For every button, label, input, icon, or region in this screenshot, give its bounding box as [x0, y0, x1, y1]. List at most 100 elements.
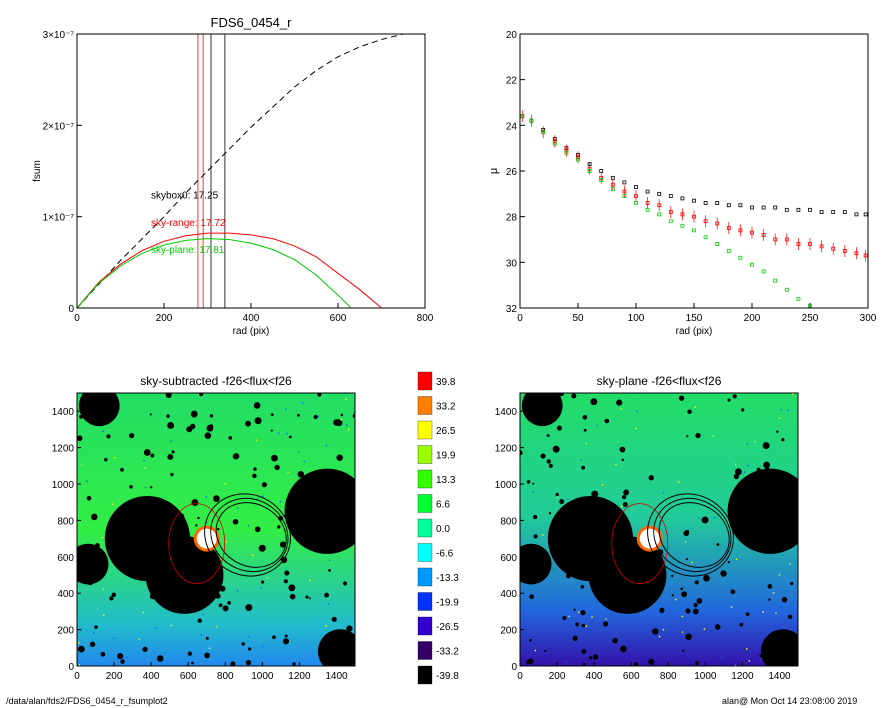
- masked-star: [261, 482, 267, 488]
- x-tick-label: 0: [517, 671, 523, 682]
- y-tick-label: 22: [506, 76, 518, 87]
- noise-pixel: [170, 624, 173, 627]
- noise-pixel: [256, 497, 259, 500]
- mask-disk: [521, 393, 563, 427]
- data-point: [645, 189, 650, 194]
- y-tick-label: 200: [57, 626, 74, 637]
- x-tick-label: 400: [586, 671, 603, 682]
- masked-star: [253, 467, 257, 471]
- noise-pixel: [531, 610, 534, 612]
- x-tick-label: 1400: [768, 671, 791, 682]
- colorbar-label: -6.6: [436, 549, 454, 560]
- masked-star: [571, 393, 577, 399]
- colorbar-swatch: [417, 371, 433, 391]
- masked-star: [685, 633, 692, 641]
- masked-star: [328, 569, 331, 572]
- noise-pixel: [216, 626, 218, 628]
- image-area: [520, 393, 798, 666]
- x-tick-label: 800: [660, 671, 677, 682]
- mu-frame: [519, 33, 869, 309]
- colorbar-swatch: [417, 420, 433, 440]
- noise-pixel: [125, 656, 128, 659]
- masked-star: [258, 544, 266, 552]
- noise-pixel: [703, 628, 706, 630]
- noise-pixel: [792, 393, 794, 395]
- masked-star: [305, 595, 309, 599]
- data-point: [863, 253, 868, 258]
- noise-pixel: [102, 588, 105, 591]
- sky-plane-panel: sky-plane -f26<flux<f26 0 200 400 600 800 1000…: [495, 374, 799, 682]
- noise-pixel: [205, 496, 207, 498]
- data-point: [692, 214, 696, 219]
- x-tick-label: 1000: [251, 671, 274, 682]
- masked-star: [142, 646, 148, 652]
- noise-pixel: [635, 427, 637, 430]
- masked-star: [197, 516, 200, 520]
- masked-star: [546, 434, 550, 438]
- noise-pixel: [138, 638, 140, 641]
- image-area: [77, 393, 355, 666]
- noise-pixel: [605, 618, 607, 620]
- mask-disk: [520, 543, 552, 585]
- x-tick-label: 100: [628, 313, 645, 324]
- noise-pixel: [328, 559, 331, 562]
- masked-star: [623, 489, 630, 496]
- aperture-ellipse: [653, 497, 732, 573]
- masked-star: [94, 625, 98, 629]
- data-point: [854, 212, 859, 217]
- masked-star: [681, 591, 688, 598]
- y-tick-label: 3×10⁻⁷: [43, 30, 75, 41]
- data-point: [773, 278, 778, 283]
- aperture-ellipse: [215, 502, 287, 568]
- masked-star: [544, 649, 547, 653]
- galaxy-core: [639, 528, 660, 549]
- masked-star: [205, 636, 209, 640]
- masked-star: [732, 394, 737, 399]
- colorbar-swatch: [417, 445, 433, 464]
- x-tick-label: 1200: [731, 671, 754, 682]
- mask-disk: [77, 543, 109, 585]
- noise-pixel: [205, 521, 208, 524]
- y-tick-label: 0: [68, 304, 74, 315]
- masked-star: [730, 589, 736, 595]
- masked-star: [89, 641, 96, 648]
- mask-disk: [284, 468, 355, 554]
- x-tick-label: 0: [74, 671, 80, 682]
- noise-pixel: [309, 579, 311, 582]
- masked-star: [562, 615, 567, 621]
- y-tick-label: 26: [506, 167, 518, 178]
- x-tick-label: 1000: [694, 671, 717, 682]
- data-point: [692, 228, 696, 233]
- noise-pixel: [143, 459, 145, 462]
- masked-star: [694, 580, 699, 585]
- mask-disk: [317, 629, 355, 666]
- noise-pixel: [788, 563, 791, 565]
- noise-pixel: [778, 574, 781, 576]
- data-point: [761, 269, 766, 274]
- masked-star: [104, 458, 108, 462]
- noise-pixel: [734, 607, 737, 609]
- noise-pixel: [325, 444, 328, 447]
- data-point: [634, 194, 638, 199]
- masked-star: [270, 429, 273, 432]
- x-tick-label: 600: [330, 313, 347, 324]
- aperture-ellipse: [647, 493, 734, 577]
- noise-pixel: [735, 558, 738, 561]
- x-tick-label: 200: [744, 313, 761, 324]
- masked-star: [195, 524, 198, 527]
- masked-star: [781, 438, 785, 442]
- noise-pixel: [754, 440, 757, 443]
- masked-star: [288, 584, 296, 592]
- data-point: [552, 139, 557, 144]
- y-tick-label: 600: [500, 553, 517, 564]
- masked-star: [149, 413, 152, 416]
- noise-pixel: [713, 516, 716, 519]
- masked-star: [187, 651, 192, 656]
- galaxy-core: [196, 528, 217, 549]
- noise-pixel: [248, 635, 250, 638]
- noise-pixel: [620, 407, 623, 410]
- inner-ellipse: [611, 503, 669, 584]
- noise-pixel: [787, 409, 790, 412]
- noise-pixel: [636, 410, 638, 412]
- curve-line: [76, 232, 382, 309]
